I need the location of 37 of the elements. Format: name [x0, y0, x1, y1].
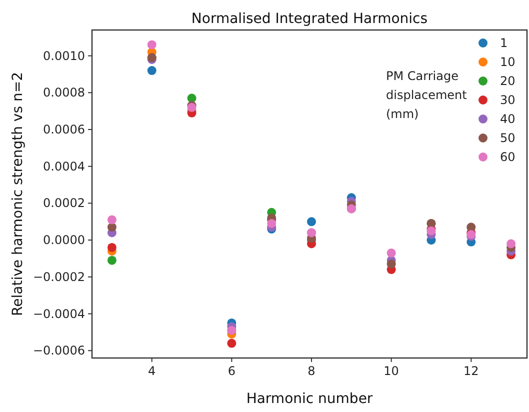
y-tick-label: 0.0002: [43, 196, 85, 210]
y-tick-label: −0.0004: [32, 306, 85, 321]
chart-title: Normalised Integrated Harmonics: [191, 11, 428, 27]
legend-label: 1: [500, 36, 508, 50]
point: [107, 215, 116, 224]
point: [147, 40, 156, 50]
point: [107, 256, 116, 265]
x-tick-label: 12: [463, 364, 479, 378]
y-tick-label: −0.0006: [32, 344, 85, 358]
point: [107, 242, 116, 252]
y-tick-label: 0.0010: [43, 48, 85, 63]
y-tick-label: 0.0004: [43, 159, 85, 174]
x-tick-label: 6: [228, 364, 236, 378]
y-tick-label: 0.0008: [43, 86, 85, 100]
legend-label: 30: [500, 93, 516, 107]
point: [386, 260, 396, 269]
x-tick-label: 4: [148, 364, 156, 378]
legend-title: PM Carriage displacement (mm): [386, 69, 468, 121]
x-tick-label: 10: [384, 364, 399, 378]
x-axis-title: Harmonic number: [246, 391, 373, 407]
y-tick-label: 0.0000: [43, 233, 85, 248]
point: [506, 239, 516, 248]
point: [147, 66, 156, 76]
legend-label: 40: [500, 112, 516, 126]
point: [227, 338, 236, 348]
legend-label: 20: [500, 74, 516, 88]
legend-label: 50: [500, 131, 516, 145]
legend-label: 10: [500, 55, 516, 69]
point: [107, 222, 116, 232]
point: [386, 248, 396, 258]
y-tick-label: 0.0006: [43, 122, 85, 137]
point: [306, 217, 316, 226]
x-tick-label: 8: [308, 364, 316, 378]
point: [267, 218, 276, 228]
y-tick-label: −0.0002: [32, 270, 85, 284]
legend-label: 60: [500, 150, 516, 164]
y-axis-title: Relative harmonic strength vs n=2: [10, 72, 26, 316]
